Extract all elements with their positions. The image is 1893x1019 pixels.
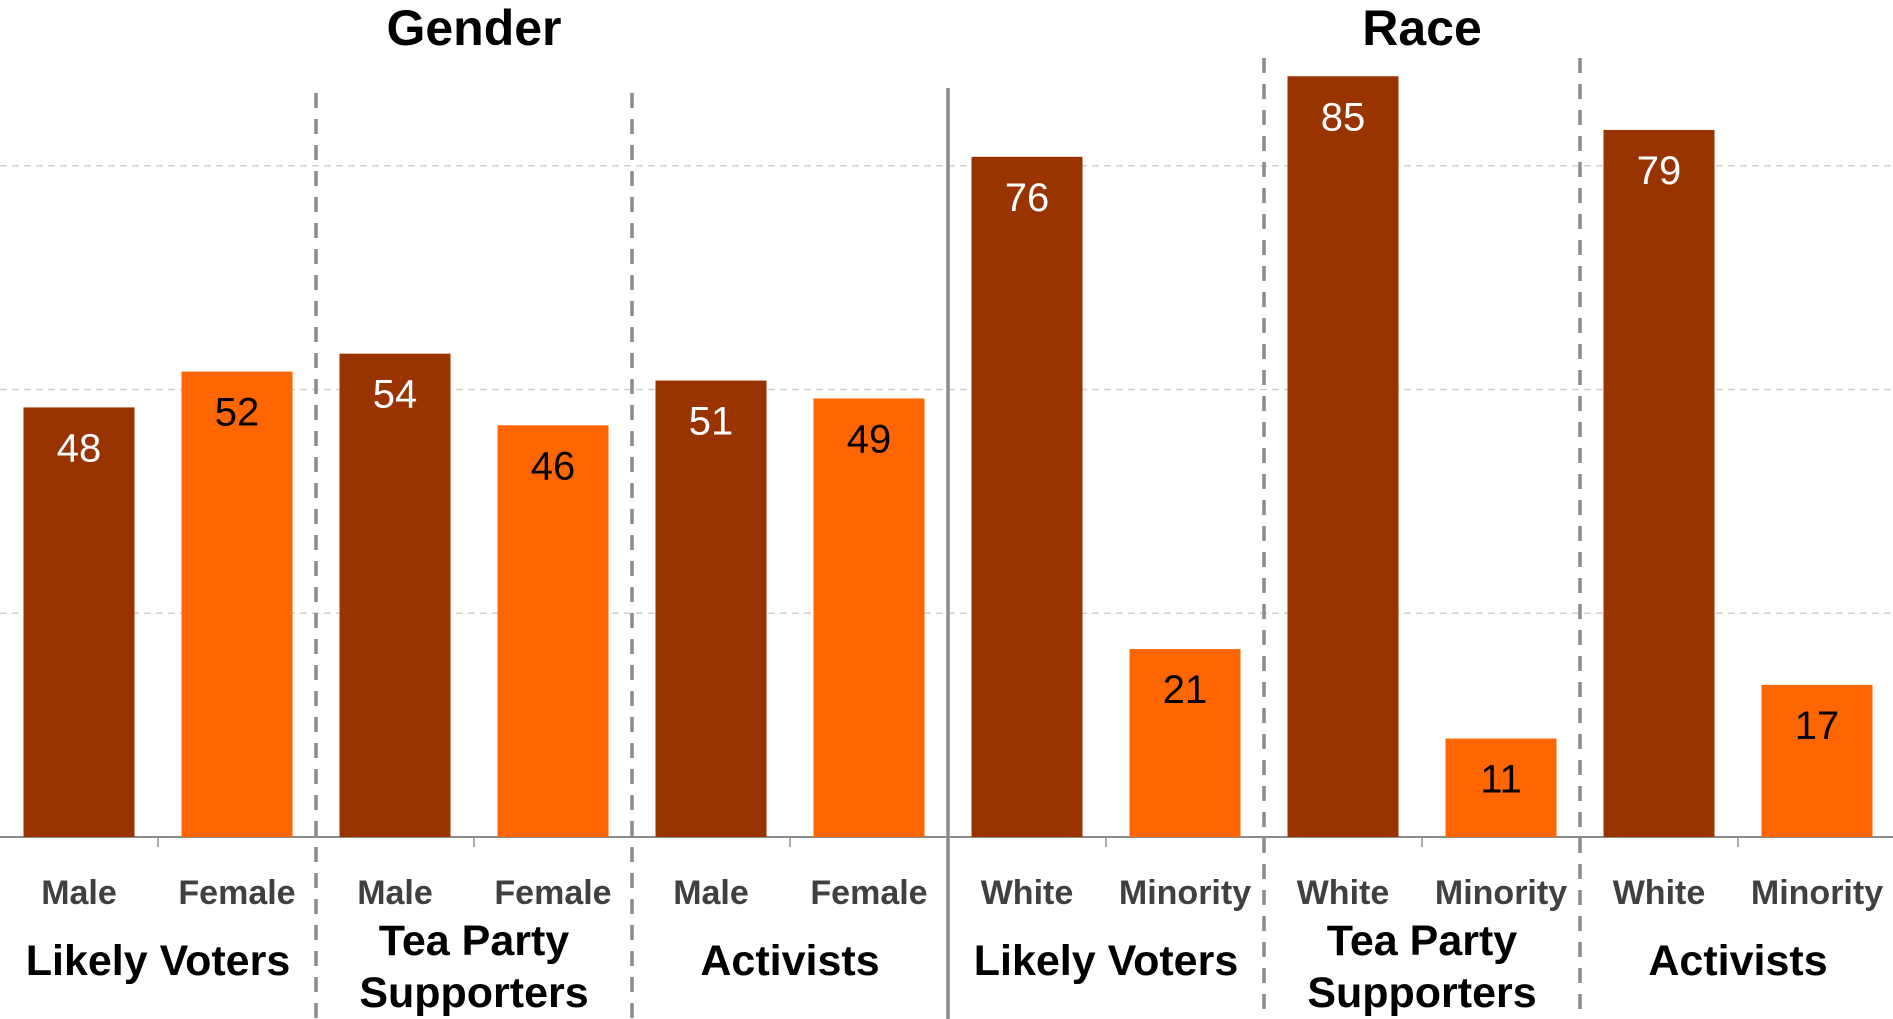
value-label: 54 (373, 373, 418, 417)
bar (339, 353, 451, 837)
bar (1603, 129, 1715, 837)
bar (1287, 76, 1399, 837)
category-label: Female (178, 874, 295, 912)
category-label: White (1613, 874, 1706, 912)
value-label: 49 (847, 417, 892, 461)
bar (1445, 738, 1557, 837)
bar (181, 371, 293, 837)
group-label: Activists (1648, 937, 1827, 985)
bar (1129, 649, 1241, 837)
category-label: Female (494, 874, 611, 912)
value-label: 17 (1795, 704, 1840, 748)
category-label: White (981, 874, 1074, 912)
group-label: Tea Party (379, 917, 569, 965)
section-title: Gender (386, 0, 561, 56)
value-label: 76 (1005, 176, 1050, 220)
value-label: 11 (1480, 758, 1522, 802)
value-label: 48 (57, 426, 102, 470)
section-title: Race (1362, 0, 1482, 56)
bar (1761, 684, 1873, 837)
category-label: Minority (1751, 874, 1883, 912)
value-label: 52 (215, 391, 260, 435)
group-label: Supporters (359, 969, 588, 1017)
value-label: 79 (1637, 149, 1682, 193)
bar (497, 425, 609, 837)
category-label: Male (357, 874, 433, 912)
category-label: Male (673, 874, 749, 912)
category-label: Minority (1119, 874, 1251, 912)
value-label: 51 (689, 400, 734, 444)
category-label: Minority (1435, 874, 1567, 912)
bar (23, 407, 135, 837)
group-label: Activists (700, 937, 879, 985)
group-label: Likely Voters (974, 937, 1239, 985)
value-label: 21 (1163, 668, 1208, 712)
value-label: 85 (1321, 95, 1366, 139)
group-label: Likely Voters (26, 937, 291, 985)
group-label: Supporters (1307, 969, 1536, 1017)
bar (813, 398, 925, 837)
group-label: Tea Party (1327, 917, 1517, 965)
bar (655, 380, 767, 837)
bar (971, 156, 1083, 838)
category-label: White (1297, 874, 1390, 912)
value-label: 46 (531, 444, 576, 488)
category-label: Male (41, 874, 117, 912)
category-label: Female (810, 874, 927, 912)
